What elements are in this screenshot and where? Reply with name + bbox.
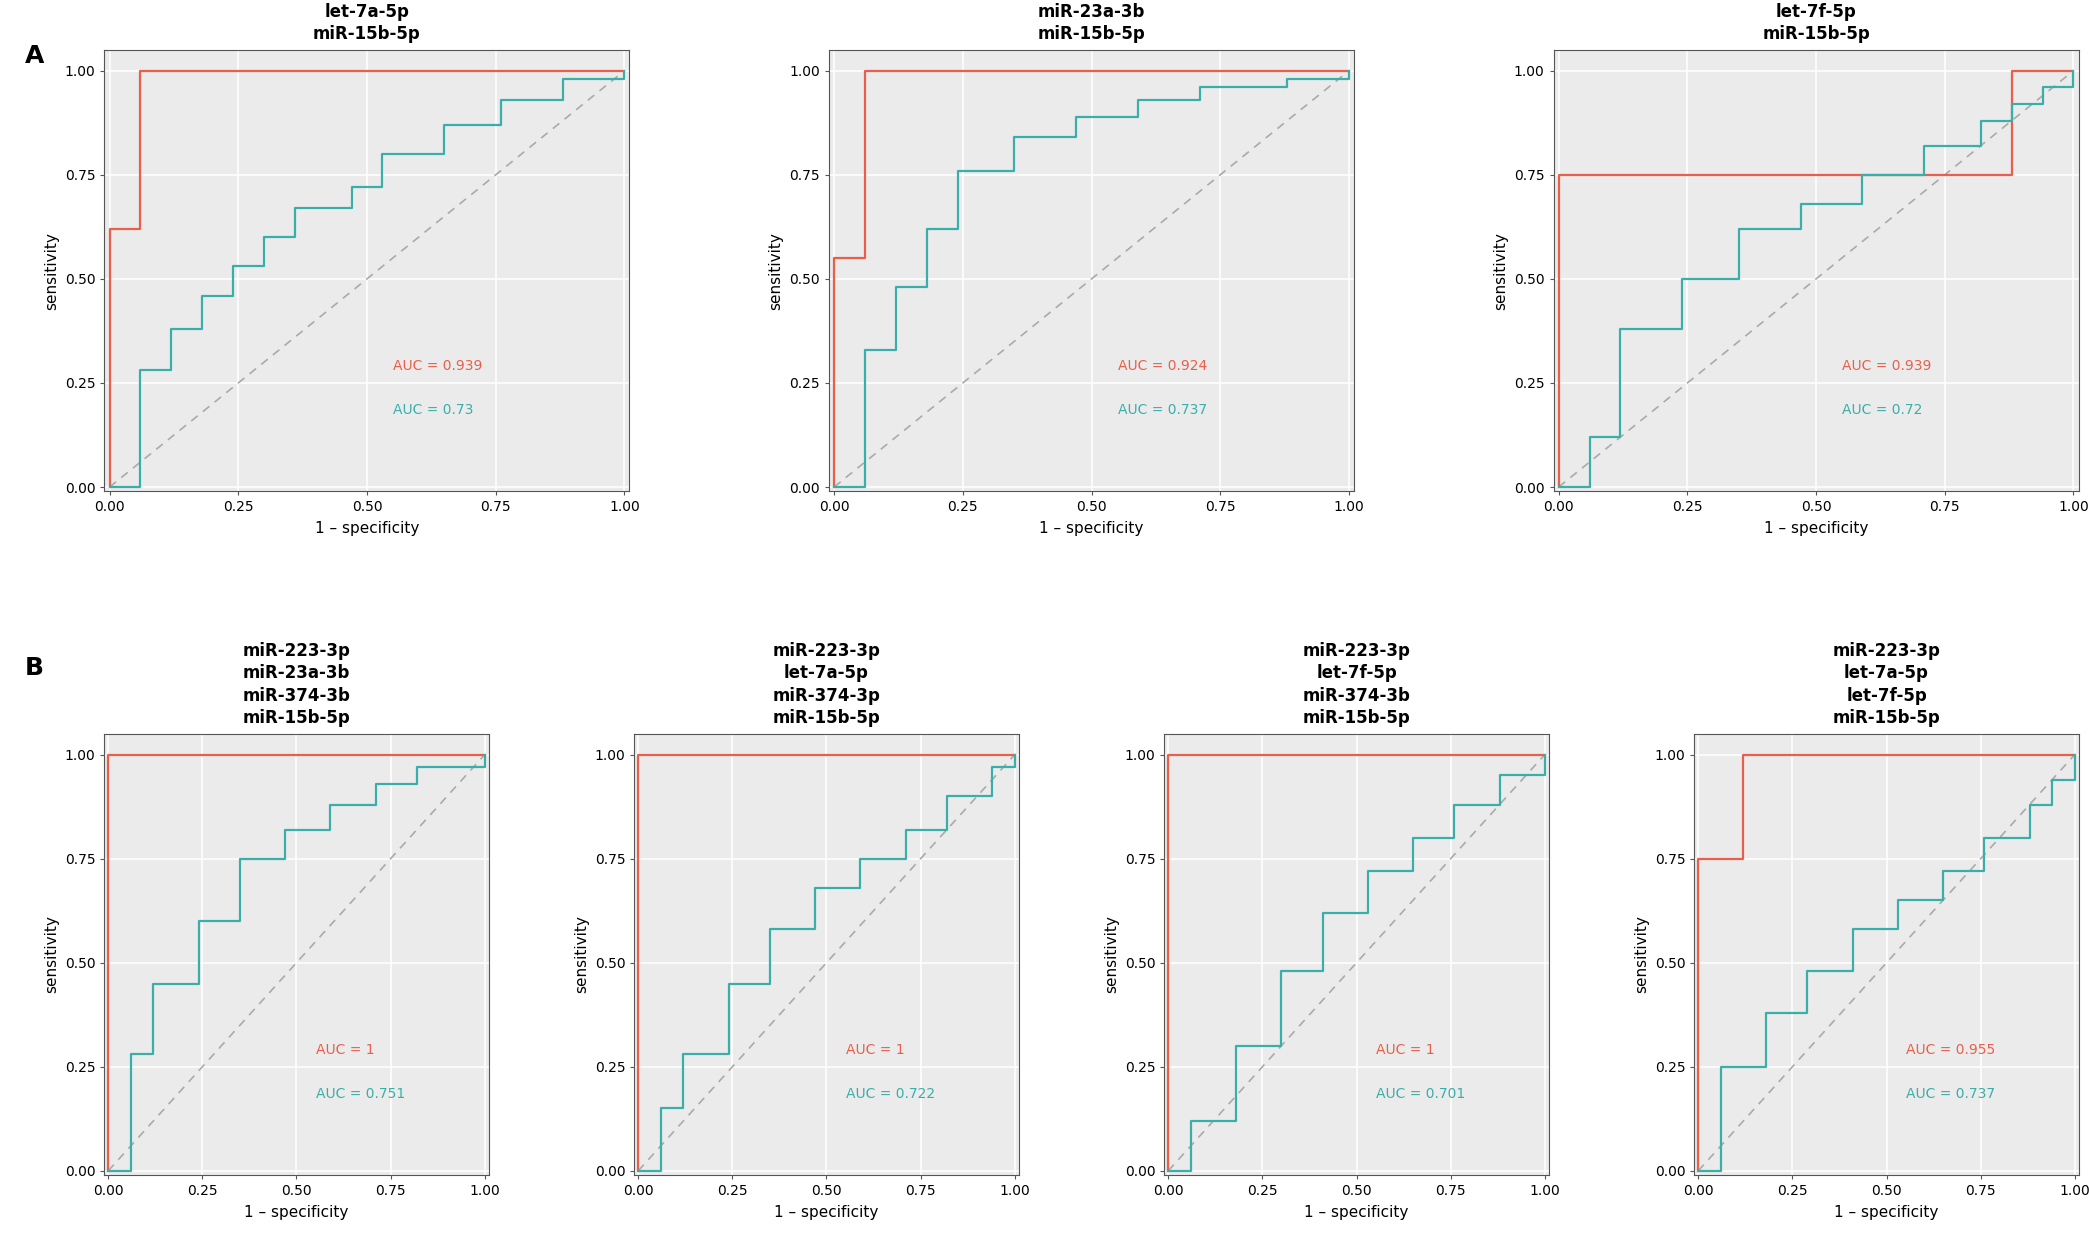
- Y-axis label: sensitivity: sensitivity: [1494, 231, 1508, 310]
- Text: AUC = 0.924: AUC = 0.924: [1118, 359, 1207, 372]
- Text: AUC = 0.72: AUC = 0.72: [1842, 402, 1922, 418]
- Y-axis label: sensitivity: sensitivity: [44, 231, 58, 310]
- X-axis label: 1 – specificity: 1 – specificity: [1763, 521, 1868, 536]
- X-axis label: 1 – specificity: 1 – specificity: [244, 1205, 349, 1220]
- Title: miR-223-3p
miR-23a-3b
miR-374-3b
miR-15b-5p: miR-223-3p miR-23a-3b miR-374-3b miR-15b…: [242, 642, 351, 726]
- Y-axis label: sensitivity: sensitivity: [769, 231, 783, 310]
- X-axis label: 1 – specificity: 1 – specificity: [1304, 1205, 1408, 1220]
- Text: AUC = 0.737: AUC = 0.737: [1905, 1086, 1995, 1101]
- Y-axis label: sensitivity: sensitivity: [1634, 915, 1648, 994]
- Title: miR-223-3p
miR-23a-3b
miR-15b-5p: miR-223-3p miR-23a-3b miR-15b-5p: [1038, 0, 1145, 42]
- Text: AUC = 0.939: AUC = 0.939: [1842, 359, 1932, 372]
- Text: AUC = 0.939: AUC = 0.939: [393, 359, 483, 372]
- Y-axis label: sensitivity: sensitivity: [574, 915, 589, 994]
- X-axis label: 1 – specificity: 1 – specificity: [775, 1205, 879, 1220]
- Text: A: A: [25, 44, 44, 68]
- Title: miR-223-3p
let-7a-5p
miR-374-3p
miR-15b-5p: miR-223-3p let-7a-5p miR-374-3p miR-15b-…: [773, 642, 879, 726]
- X-axis label: 1 – specificity: 1 – specificity: [1040, 521, 1143, 536]
- Text: AUC = 0.737: AUC = 0.737: [1118, 402, 1207, 418]
- Text: AUC = 0.722: AUC = 0.722: [846, 1086, 934, 1101]
- Text: AUC = 1: AUC = 1: [1377, 1042, 1435, 1056]
- X-axis label: 1 – specificity: 1 – specificity: [1834, 1205, 1939, 1220]
- Y-axis label: sensitivity: sensitivity: [44, 915, 58, 994]
- Text: AUC = 1: AUC = 1: [315, 1042, 374, 1056]
- Text: AUC = 0.701: AUC = 0.701: [1377, 1086, 1464, 1101]
- Title: miR-223-3p
let-7a-5p
let-7f-5p
miR-15b-5p: miR-223-3p let-7a-5p let-7f-5p miR-15b-5…: [1832, 642, 1941, 726]
- Y-axis label: sensitivity: sensitivity: [1105, 915, 1120, 994]
- Text: B: B: [25, 656, 44, 680]
- X-axis label: 1 – specificity: 1 – specificity: [315, 521, 420, 536]
- Title: miR-223-3p
let-7a-5p
miR-15b-5p: miR-223-3p let-7a-5p miR-15b-5p: [313, 0, 420, 42]
- Title: miR-223-3p
let-7f-5p
miR-374-3b
miR-15b-5p: miR-223-3p let-7f-5p miR-374-3b miR-15b-…: [1304, 642, 1410, 726]
- Text: AUC = 0.751: AUC = 0.751: [315, 1086, 405, 1101]
- Text: AUC = 1: AUC = 1: [846, 1042, 905, 1056]
- Text: AUC = 0.73: AUC = 0.73: [393, 402, 474, 418]
- Text: AUC = 0.955: AUC = 0.955: [1905, 1042, 1995, 1056]
- Title: miR-223-3p
let-7f-5p
miR-15b-5p: miR-223-3p let-7f-5p miR-15b-5p: [1763, 0, 1870, 42]
